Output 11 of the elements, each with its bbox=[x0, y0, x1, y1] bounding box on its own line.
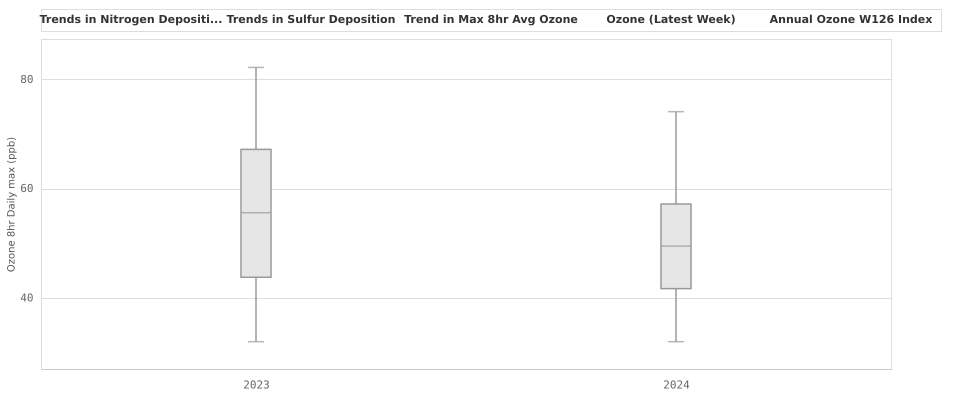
y-tick-label: 40 bbox=[20, 291, 34, 304]
text: Annual Ozone W126 Index bbox=[770, 13, 932, 26]
x-tick-label: 2023 bbox=[243, 378, 270, 392]
text: Ozone (Latest Week) bbox=[606, 13, 736, 26]
y-tick-label: 80 bbox=[20, 72, 34, 86]
y-tick-label: 60 bbox=[20, 182, 34, 196]
y-axis-title: Ozone 8hr Daily max (ppb) bbox=[6, 136, 18, 272]
text: Trends in Nitrogen Depositi... bbox=[40, 13, 222, 26]
text: Trend in Max 8hr Avg Ozone bbox=[404, 13, 578, 26]
text: Trends in Sulfur Deposition bbox=[226, 13, 396, 26]
x-tick-label: 2024 bbox=[663, 378, 690, 392]
